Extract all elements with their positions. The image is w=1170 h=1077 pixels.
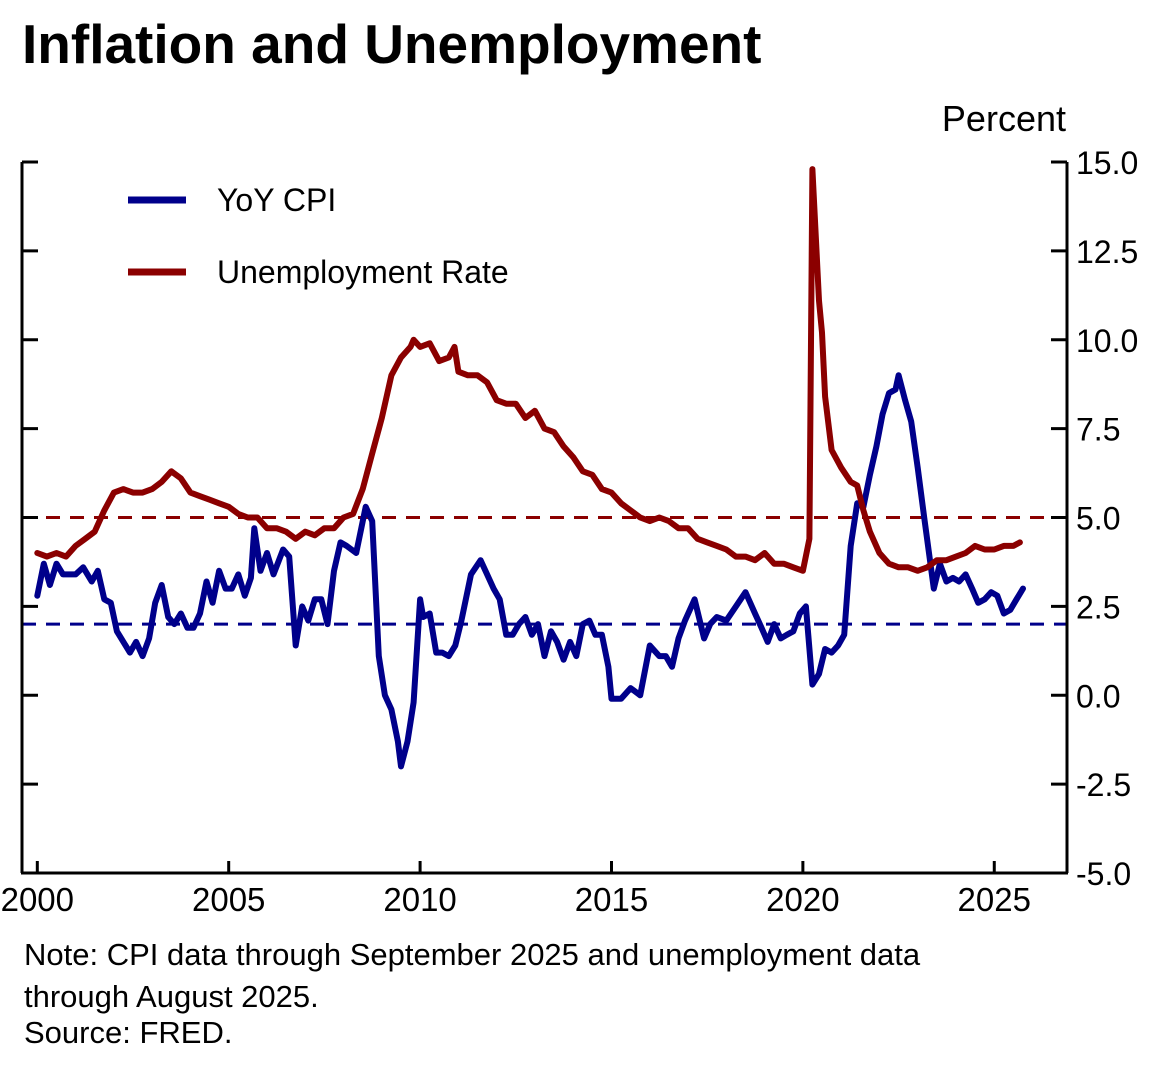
series-layer	[34, 166, 1026, 770]
x-tick-label: 2020	[766, 881, 839, 918]
x-tick-label: 2025	[958, 881, 1031, 918]
y-tick-label: 0.0	[1076, 678, 1120, 714]
chart-title: Inflation and Unemployment	[22, 13, 762, 75]
legend-label-unemployment: Unemployment Rate	[217, 254, 509, 290]
series-line-unemployment	[34, 166, 1023, 574]
x-tick-label: 2015	[575, 881, 648, 918]
x-ticks: 2000 2005 2010 2015 2020 2025	[1, 861, 1031, 918]
legend-label-cpi: YoY CPI	[217, 182, 336, 218]
y-tick-label: 7.5	[1076, 412, 1120, 448]
y-tick-label: 2.5	[1076, 589, 1120, 625]
y-tick-label: 5.0	[1076, 501, 1120, 537]
x-tick-label: 2010	[383, 881, 456, 918]
y-tick-label: 15.0	[1076, 145, 1138, 181]
source-note: Source: FRED.	[24, 1015, 233, 1050]
legend: YoY CPI Unemployment Rate	[128, 182, 509, 290]
x-tick-label: 2000	[1, 881, 74, 918]
y-tick-label: -5.0	[1076, 856, 1131, 892]
y-tick-label: 12.5	[1076, 234, 1138, 270]
y-tick-label: 10.0	[1076, 323, 1138, 359]
y-axis-label: Percent	[942, 98, 1066, 139]
x-tick-label: 2005	[192, 881, 265, 918]
chart-svg: 2000 2005 2010 2015 2020 2025 -5.0 -2.5 0.0 2.5 5…	[1, 98, 1139, 918]
y-tick-label: -2.5	[1076, 767, 1131, 803]
y-ticks: -5.0 -2.5 0.0 2.5 5.0 7.5 10.0 12.5 15.0	[22, 145, 1138, 892]
note-line-1: Note: CPI data through September 2025 an…	[24, 937, 921, 972]
note-line-2: through August 2025.	[24, 979, 319, 1014]
series-line-cpi	[34, 372, 1026, 770]
